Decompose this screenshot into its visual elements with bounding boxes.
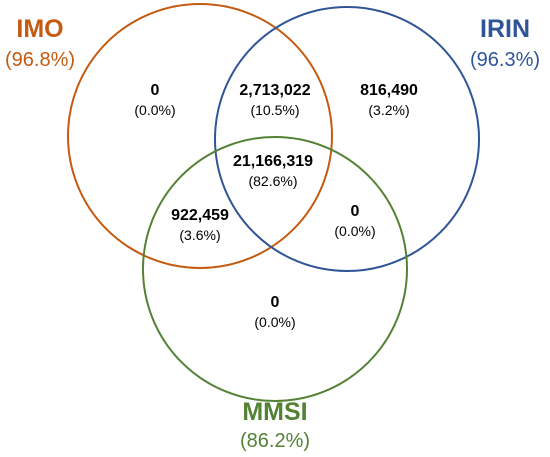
imo-percent: (96.8%) xyxy=(5,49,75,71)
mmsi-label: MMSI xyxy=(242,398,307,426)
irin-mmsi-percent: (0.0%) xyxy=(334,223,375,239)
irin-only-percent: (3.2%) xyxy=(368,102,409,118)
imo-only-count: 0 xyxy=(151,82,160,99)
mmsi-only-count: 0 xyxy=(271,294,280,311)
imo-irin-count: 2,713,022 xyxy=(239,82,310,99)
imo-mmsi-count: 922,459 xyxy=(171,207,229,224)
imo-circle xyxy=(67,3,333,269)
mmsi-percent: (86.2%) xyxy=(240,430,310,452)
imo-mmsi-percent: (3.6%) xyxy=(179,227,220,243)
irin-mmsi-count: 0 xyxy=(351,203,360,220)
mmsi-only-percent: (0.0%) xyxy=(254,314,295,330)
irin-label: IRIN xyxy=(480,15,530,43)
imo-label: IMO xyxy=(16,15,63,43)
mmsi-circle xyxy=(142,136,408,402)
irin-percent: (96.3%) xyxy=(470,49,540,71)
all-three-percent: (82.6%) xyxy=(248,173,297,189)
irin-only-count: 816,490 xyxy=(360,82,418,99)
imo-irin-percent: (10.5%) xyxy=(250,102,299,118)
all-three-count: 21,166,319 xyxy=(233,153,313,170)
imo-only-percent: (0.0%) xyxy=(134,102,175,118)
irin-circle xyxy=(214,6,480,272)
